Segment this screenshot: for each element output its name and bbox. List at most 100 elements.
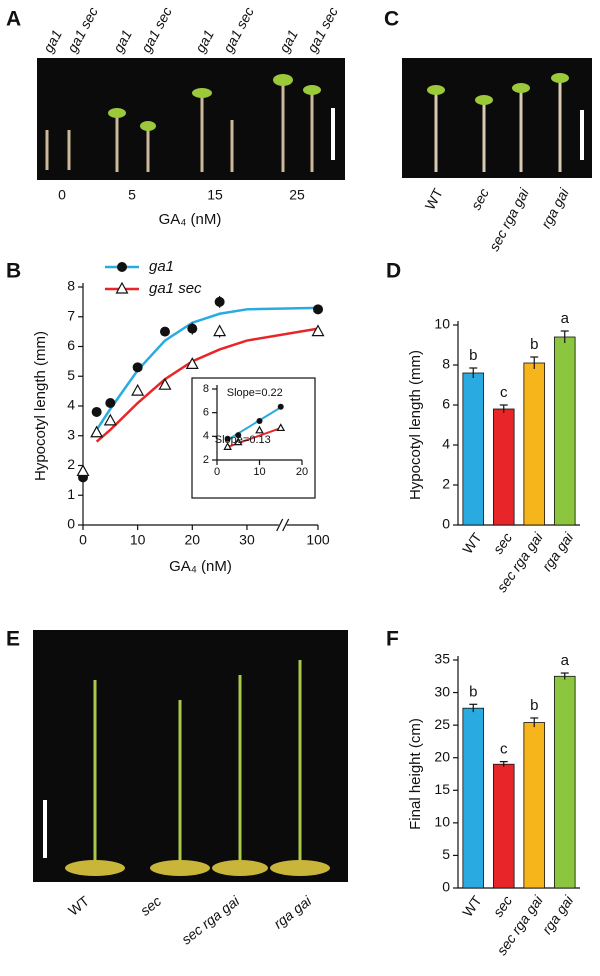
y-tick-label: 8 xyxy=(442,356,450,372)
point xyxy=(103,413,117,426)
y-tick-label: 6 xyxy=(442,396,450,412)
category-label: sec xyxy=(137,893,164,919)
y-tick-label: 6 xyxy=(203,407,209,419)
panel-label: A xyxy=(6,8,21,31)
significance-letter: b xyxy=(469,683,477,700)
seedlings-a xyxy=(45,82,314,172)
y-tick-label: 25 xyxy=(434,716,450,732)
bar xyxy=(553,336,576,526)
bar xyxy=(462,707,485,889)
y-tick-label: 0 xyxy=(442,516,450,532)
category-label: rga gai xyxy=(539,892,577,937)
point xyxy=(105,398,116,409)
point xyxy=(76,464,90,477)
point xyxy=(256,417,263,424)
y-tick-label: 10 xyxy=(434,316,450,332)
genotype-label: ga1 xyxy=(276,27,301,55)
point xyxy=(132,362,143,373)
y-tick-label: 2 xyxy=(203,454,209,466)
axis-break xyxy=(276,518,284,532)
point xyxy=(213,324,227,337)
y-tick-label: 0 xyxy=(67,516,75,532)
x-tick-label: 0 xyxy=(214,466,220,478)
point xyxy=(277,403,284,410)
panel-label: C xyxy=(384,8,399,31)
point xyxy=(158,377,172,390)
point xyxy=(235,432,242,439)
x-tick-label: 30 xyxy=(239,532,255,548)
category-label: WT xyxy=(65,892,92,918)
point xyxy=(276,423,286,432)
point xyxy=(90,425,104,438)
rosettes-e xyxy=(65,860,330,876)
x-tick-label: 0 xyxy=(79,532,87,548)
y-tick-label: 8 xyxy=(203,383,209,395)
genotype-label: ga1 xyxy=(110,27,135,55)
point xyxy=(255,425,264,434)
point xyxy=(223,442,232,450)
annotation: Slope=0.13 xyxy=(215,434,271,446)
cotyledons-c xyxy=(427,73,569,105)
concentration-label: 25 xyxy=(289,187,305,203)
y-tick-label: 20 xyxy=(434,748,450,764)
x-tick-label: 10 xyxy=(253,466,265,478)
y-tick-label: 30 xyxy=(434,683,450,699)
x-tick-label: 20 xyxy=(296,466,308,478)
genotype-label: ga1 sec xyxy=(304,4,341,55)
x-tick-label: 10 xyxy=(130,532,146,548)
seedlings-c xyxy=(434,80,562,172)
point xyxy=(131,383,145,396)
point xyxy=(187,323,198,334)
panel-label: D xyxy=(386,260,401,283)
x-axis-title: GA₄ (nM) xyxy=(169,558,232,575)
category-label: sec xyxy=(468,186,492,213)
genotype-label: ga1 xyxy=(40,27,65,55)
y-tick-label: 6 xyxy=(67,337,75,353)
y-tick-label: 4 xyxy=(442,436,450,452)
x-tick-label: 100 xyxy=(306,532,330,548)
x-axis-title: GA₄ (nM) xyxy=(159,211,222,228)
y-tick-label: 1 xyxy=(67,486,75,502)
panel-label: E xyxy=(6,628,20,651)
cotyledons-a xyxy=(108,74,321,131)
y-tick-label: 8 xyxy=(67,278,75,294)
legend-label: ga1 xyxy=(149,258,174,275)
y-tick-label: 15 xyxy=(434,781,450,797)
category-label: WT xyxy=(459,529,485,556)
concentration-label: 0 xyxy=(58,187,66,203)
category-label: rga gai xyxy=(538,185,573,231)
point xyxy=(233,437,243,446)
point xyxy=(91,406,102,417)
significance-letter: b xyxy=(530,336,538,353)
y-axis-title: Hypocotyl length (mm) xyxy=(407,350,424,500)
significance-letter: c xyxy=(500,741,508,758)
bar xyxy=(523,362,546,526)
y-tick-label: 2 xyxy=(442,476,450,492)
point xyxy=(313,304,323,315)
y-tick-label: 35 xyxy=(434,651,450,667)
category-label: rga gai xyxy=(271,892,315,932)
seedling-photo-a xyxy=(37,58,345,180)
y-axis-title: Hypocotyl length (mm) xyxy=(32,331,49,481)
axis-break xyxy=(282,518,290,532)
y-tick-label: 4 xyxy=(67,397,75,413)
y-tick-label: 5 xyxy=(442,846,450,862)
bar xyxy=(462,372,485,526)
point xyxy=(214,296,225,307)
panel-label: F xyxy=(386,628,399,651)
annotation: Slope=0.22 xyxy=(227,387,283,399)
bar xyxy=(553,675,576,889)
y-tick-label: 10 xyxy=(434,814,450,830)
point xyxy=(159,326,170,337)
genotype-label: ga1 sec xyxy=(220,4,257,55)
point xyxy=(115,281,129,294)
category-label: sec rga gai xyxy=(178,892,243,947)
genotype-label: ga1 sec xyxy=(138,4,175,55)
axis-break-gap xyxy=(278,519,287,531)
plant-photo-e xyxy=(33,630,348,882)
category-label: sec xyxy=(490,893,516,920)
category-label: sec xyxy=(490,530,516,557)
significance-letter: c xyxy=(500,384,508,401)
y-tick-label: 5 xyxy=(67,367,75,383)
